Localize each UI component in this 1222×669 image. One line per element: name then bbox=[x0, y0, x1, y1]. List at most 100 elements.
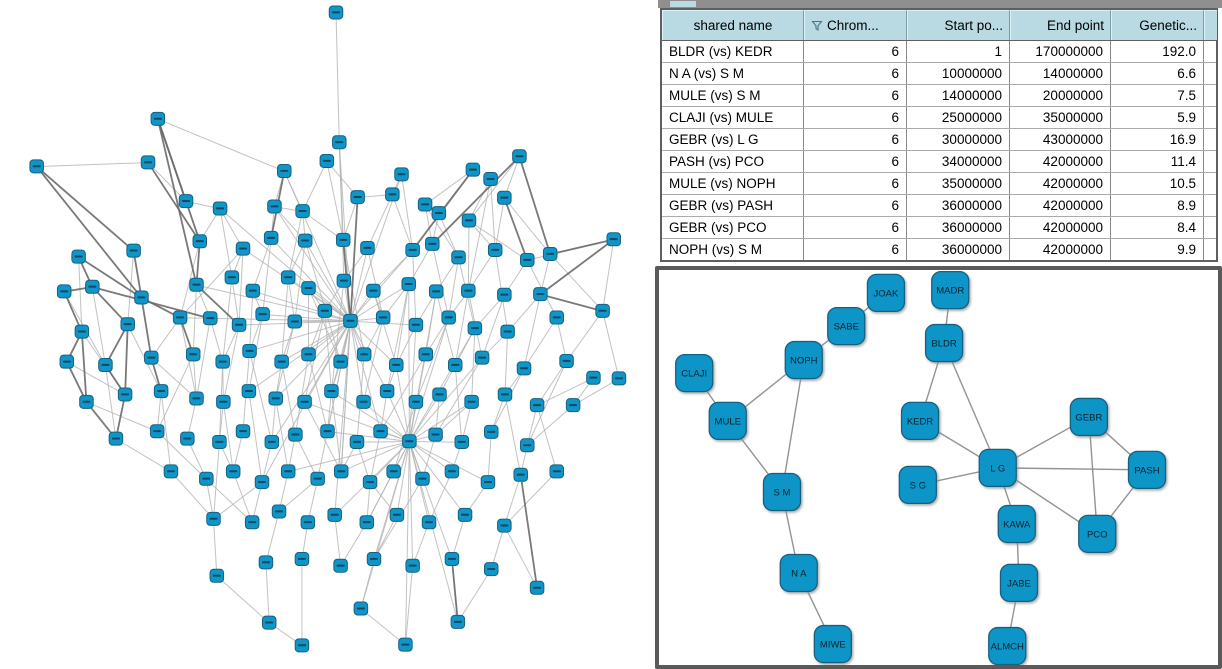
network-node[interactable] bbox=[336, 273, 352, 288]
table-cell[interactable]: 42000000 bbox=[1010, 151, 1111, 172]
network-node[interactable] bbox=[451, 250, 466, 265]
table-cell[interactable]: 35000000 bbox=[1010, 107, 1111, 128]
table-row[interactable]: CLAJI (vs) MULE 6 25000000 35000000 5.9 bbox=[662, 107, 1216, 129]
network-node[interactable] bbox=[71, 249, 86, 264]
network-node[interactable] bbox=[297, 233, 313, 248]
table-cell[interactable]: BLDR (vs) KEDR bbox=[662, 41, 804, 62]
network-node[interactable] bbox=[483, 172, 498, 187]
network-node[interactable] bbox=[274, 354, 289, 369]
network-node[interactable] bbox=[300, 515, 316, 530]
table-cell[interactable]: 34000000 bbox=[907, 151, 1010, 172]
network-node[interactable] bbox=[389, 507, 405, 522]
network-node[interactable] bbox=[432, 387, 447, 402]
network-node[interactable] bbox=[586, 370, 601, 385]
network-node[interactable] bbox=[153, 384, 169, 399]
network-node-noph[interactable]: NOPH bbox=[784, 340, 823, 380]
network-node[interactable] bbox=[242, 343, 257, 358]
network-node[interactable] bbox=[389, 358, 404, 373]
table-row[interactable]: MULE (vs) NOPH 6 35000000 42000000 10.5 bbox=[662, 173, 1216, 195]
network-node[interactable] bbox=[203, 311, 218, 326]
network-node[interactable] bbox=[79, 394, 94, 409]
network-node[interactable] bbox=[297, 394, 312, 409]
network-node[interactable] bbox=[328, 5, 344, 20]
network-node[interactable] bbox=[254, 475, 270, 490]
network-node[interactable] bbox=[301, 347, 316, 362]
network-node[interactable] bbox=[441, 310, 456, 325]
network-node[interactable] bbox=[467, 321, 483, 336]
network-node[interactable] bbox=[402, 434, 417, 449]
table-cell[interactable]: 36000000 bbox=[907, 217, 1010, 238]
network-node[interactable] bbox=[461, 213, 477, 228]
network-node[interactable] bbox=[394, 167, 409, 182]
network-node[interactable] bbox=[310, 471, 325, 486]
column-header-shared-name[interactable]: shared name bbox=[662, 10, 804, 40]
network-node[interactable] bbox=[235, 241, 251, 256]
network-node[interactable] bbox=[497, 518, 512, 533]
network-node[interactable] bbox=[366, 283, 381, 298]
table-top-scrollbar[interactable] bbox=[658, 0, 1222, 8]
network-node[interactable] bbox=[140, 155, 156, 170]
network-node[interactable] bbox=[417, 197, 433, 212]
network-node[interactable] bbox=[516, 361, 532, 376]
network-node[interactable] bbox=[271, 504, 287, 519]
table-cell[interactable]: MULE (vs) NOPH bbox=[662, 173, 804, 194]
table-cell[interactable]: 36000000 bbox=[907, 239, 1010, 260]
table-cell[interactable]: GEBR (vs) PASH bbox=[662, 195, 804, 216]
network-node[interactable] bbox=[398, 637, 413, 652]
network-node[interactable] bbox=[180, 431, 195, 446]
network-node[interactable] bbox=[332, 135, 347, 150]
network-node-kedr[interactable]: KEDR bbox=[900, 401, 940, 441]
filter-funnel-icon[interactable] bbox=[811, 20, 823, 32]
table-cell[interactable]: 6 bbox=[804, 217, 907, 238]
network-node[interactable] bbox=[428, 427, 443, 442]
network-node[interactable] bbox=[353, 601, 369, 616]
table-cell[interactable]: 16.9 bbox=[1111, 129, 1204, 150]
network-node-miwe[interactable]: MIWE bbox=[813, 624, 852, 664]
table-cell[interactable]: 6 bbox=[804, 151, 907, 172]
table-row[interactable]: GEBR (vs) L G 6 30000000 43000000 16.9 bbox=[662, 129, 1216, 151]
column-header-chrom[interactable]: Chrom... bbox=[804, 10, 907, 40]
network-node[interactable] bbox=[189, 391, 204, 406]
network-node-almch[interactable]: ALMCH bbox=[988, 626, 1027, 665]
network-node[interactable] bbox=[362, 475, 378, 490]
table-cell[interactable]: NOPH (vs) S M bbox=[662, 239, 804, 260]
network-node[interactable] bbox=[334, 464, 349, 479]
network-node[interactable] bbox=[484, 562, 499, 577]
network-node[interactable] bbox=[56, 284, 72, 299]
table-cell[interactable]: 42000000 bbox=[1010, 173, 1111, 194]
network-node[interactable] bbox=[287, 314, 302, 329]
network-node[interactable] bbox=[178, 194, 194, 209]
table-cell[interactable]: 6 bbox=[804, 63, 907, 84]
table-cell[interactable]: 8.4 bbox=[1111, 217, 1204, 238]
network-node[interactable] bbox=[549, 464, 564, 479]
table-cell[interactable]: 6 bbox=[804, 107, 907, 128]
network-node[interactable] bbox=[360, 240, 375, 255]
column-header-start-po[interactable]: Start po... bbox=[907, 10, 1010, 40]
network-node[interactable] bbox=[317, 303, 333, 318]
scrollbar-thumb[interactable] bbox=[670, 1, 696, 7]
network-node[interactable] bbox=[500, 324, 515, 339]
table-cell[interactable]: 6 bbox=[804, 129, 907, 150]
network-node[interactable] bbox=[144, 350, 159, 365]
network-node[interactable] bbox=[512, 149, 527, 164]
network-node[interactable] bbox=[431, 206, 447, 221]
table-cell[interactable]: 5.9 bbox=[1111, 107, 1204, 128]
network-node[interactable] bbox=[320, 424, 335, 439]
network-node[interactable] bbox=[408, 394, 424, 409]
network-node[interactable] bbox=[319, 153, 335, 168]
table-cell[interactable]: 9.9 bbox=[1111, 239, 1204, 260]
network-node[interactable] bbox=[447, 358, 463, 373]
table-cell[interactable]: 170000000 bbox=[1010, 41, 1111, 62]
network-node[interactable] bbox=[244, 515, 260, 530]
network-node[interactable] bbox=[356, 394, 371, 409]
network-node-madr[interactable]: MADR bbox=[931, 270, 970, 310]
network-node[interactable] bbox=[484, 424, 499, 439]
network-node[interactable] bbox=[126, 243, 141, 258]
network-node[interactable] bbox=[245, 283, 261, 298]
network-node[interactable] bbox=[192, 234, 208, 249]
network-node[interactable] bbox=[425, 236, 440, 251]
network-node[interactable] bbox=[185, 347, 201, 362]
table-cell[interactable]: 30000000 bbox=[907, 129, 1010, 150]
network-node[interactable] bbox=[465, 162, 481, 177]
network-node[interactable] bbox=[295, 204, 310, 219]
